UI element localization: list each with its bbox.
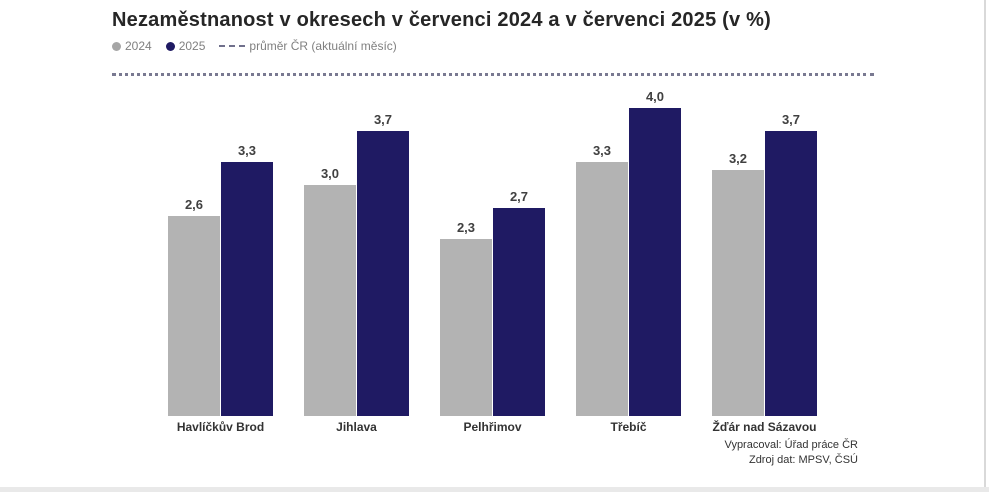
bar-value-2024-4: 3,3 [592,143,612,158]
legend-item-2025: 2025 [165,39,206,53]
window-right-border [984,0,986,492]
legend-dashed-line-icon [219,45,246,47]
bar-2024-2 [304,185,356,416]
bar-value-2025-2: 3,7 [373,112,393,127]
bar-2025-3 [493,208,545,416]
bar-2025-1 [221,162,273,416]
chart-title: Nezaměstnanost v okresech v červenci 202… [112,9,771,31]
bar-value-2025-1: 3,3 [237,143,257,158]
bar-value-2025-5: 3,7 [781,112,801,127]
bar-value-2024-2: 3,0 [320,166,340,181]
category-label-3: Pelhřimov [463,420,522,434]
bar-2025-2 [357,131,409,416]
bar-2024-3 [440,239,492,416]
legend-label-2024: 2024 [125,39,152,53]
chart-legend: 2024 2025 průměr ČR (aktuální měsíc) [112,39,397,53]
bar-value-2024-3: 2,3 [456,220,476,235]
bar-2024-4 [576,162,628,416]
bar-value-2025-4: 4,0 [645,89,665,104]
category-label-1: Havlíčkův Brod [176,420,265,434]
legend-label-2025: 2025 [178,39,206,53]
legend-item-average: průměr ČR (aktuální měsíc) [219,39,397,53]
footer-source: Zdroj dat: MPSV, ČSÚ [748,454,858,466]
bar-2024-5 [712,170,764,416]
footer-author: Vypracoval: Úřad práce ČR [724,439,858,451]
average-line [112,73,874,76]
bar-2025-4 [629,108,681,416]
bar-2024-1 [168,216,220,416]
bar-2025-5 [765,131,817,416]
chart-footer: Vypracoval: Úřad práce ČR Zdroj dat: MPS… [725,438,858,468]
legend-marker-2025-icon [165,41,175,51]
window-bottom-strip [0,487,989,492]
category-label-4: Třebíč [610,420,647,434]
legend-item-2024: 2024 [112,39,152,53]
category-label-2: Jihlava [336,420,377,434]
category-label-5: Žďár nad Sázavou [712,420,817,434]
legend-marker-2024-icon [112,41,121,51]
bar-value-2024-1: 2,6 [184,197,204,212]
bar-value-2024-5: 3,2 [728,151,748,166]
legend-label-average: průměr ČR (aktuální měsíc) [249,39,397,53]
bar-value-2025-3: 2,7 [509,189,529,204]
